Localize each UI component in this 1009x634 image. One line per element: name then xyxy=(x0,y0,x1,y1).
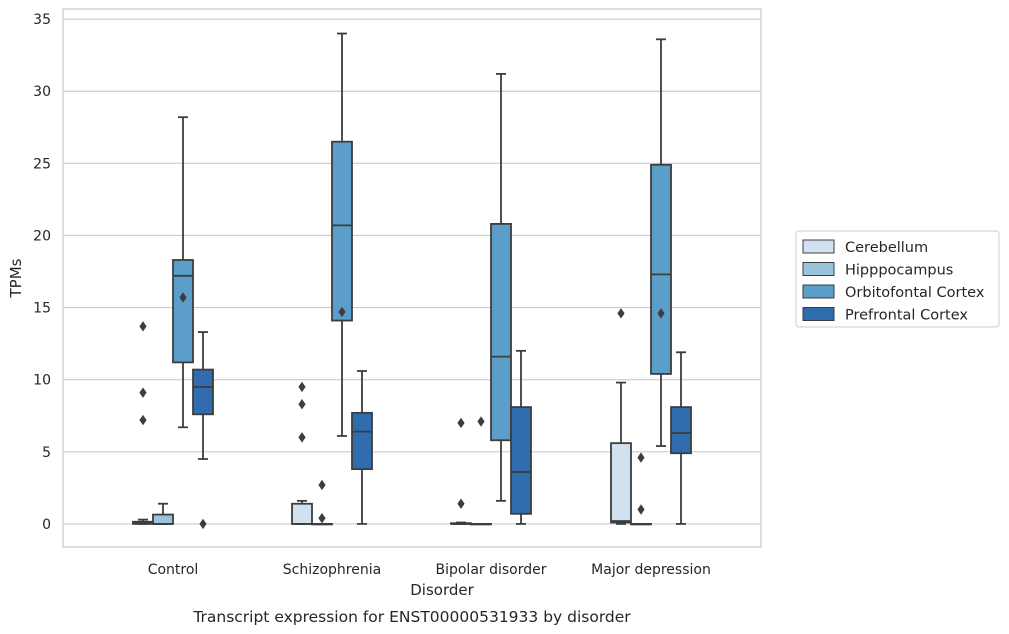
x-tick-label: Major depression xyxy=(591,562,711,578)
box-hipppocampus-bipolar-disorder xyxy=(470,416,492,526)
box-prefrontal-cortex-major-depression xyxy=(670,351,692,525)
plot-frame xyxy=(62,8,762,548)
box-hipppocampus-schizophrenia xyxy=(311,479,333,526)
box-orbitofontal-cortex-bipolar-disorder xyxy=(490,73,512,502)
box-prefrontal-cortex-control xyxy=(192,331,214,530)
y-tick-label: 10 xyxy=(33,373,51,389)
outlier-point xyxy=(139,387,147,398)
x-tick-label: Schizophrenia xyxy=(283,562,381,578)
outlier-point xyxy=(139,414,147,426)
y-axis-label: TPMs xyxy=(7,258,25,298)
y-tick-label: 5 xyxy=(42,445,51,461)
outlier-point xyxy=(457,417,465,429)
x-tick-label: Bipolar disorder xyxy=(435,562,546,578)
box-cerebellum-major-depression xyxy=(610,308,632,525)
outlier-point xyxy=(179,292,187,303)
outlier-point xyxy=(318,512,326,524)
iqr-box xyxy=(510,406,532,515)
outlier-point xyxy=(637,452,645,463)
legend-swatch xyxy=(802,307,835,321)
iqr-box xyxy=(490,223,512,442)
iqr-box xyxy=(192,368,214,416)
box-orbitofontal-cortex-control xyxy=(172,116,194,429)
legend-swatch xyxy=(802,284,835,299)
legend-swatch xyxy=(802,262,835,276)
y-tick-labels: 0 5 10 15 20 25 30 35 xyxy=(33,12,51,533)
box-prefrontal-cortex-bipolar-disorder xyxy=(510,349,532,525)
outlier-point xyxy=(657,308,665,319)
outlier-point xyxy=(617,308,625,319)
legend-swatch xyxy=(802,239,835,254)
legend-frame xyxy=(795,230,1000,328)
x-axis-label: Disorder xyxy=(410,581,474,599)
chart-caption: Transcript expression for ENST0000053193… xyxy=(192,608,631,626)
legend-label: Orbitofontal Cortex xyxy=(845,285,985,301)
x-tick-labels: Control Schizophrenia Bipolar disorder Majo… xyxy=(148,562,711,578)
box-cerebellum-control xyxy=(132,321,154,525)
iqr-box xyxy=(650,163,672,375)
box-plots xyxy=(132,32,692,530)
outlier-point xyxy=(298,432,306,443)
iqr-box xyxy=(152,513,174,525)
box-prefrontal-cortex-schizophrenia xyxy=(351,370,373,525)
iqr-box xyxy=(172,259,194,364)
legend-label: Hipppocampus xyxy=(845,263,953,279)
iqr-box xyxy=(351,411,373,471)
y-tick-label: 15 xyxy=(33,301,51,317)
box-cerebellum-bipolar-disorder xyxy=(450,417,472,525)
box-orbitofontal-cortex-schizophrenia xyxy=(331,32,353,437)
box-hipppocampus-control xyxy=(152,502,174,525)
outlier-point xyxy=(298,381,306,393)
x-tick-label: Control xyxy=(148,562,199,578)
legend: Cerebellum Hipppocampus Orbitofontal Corte… xyxy=(795,230,1000,328)
iqr-box xyxy=(331,140,353,322)
outlier-point xyxy=(139,321,147,332)
outlier-point xyxy=(338,306,346,318)
iqr-box xyxy=(610,442,632,524)
y-tick-label: 0 xyxy=(42,517,51,533)
legend-label: Prefrontal Cortex xyxy=(845,308,968,324)
box-hipppocampus-major-depression xyxy=(630,452,652,526)
iqr-box xyxy=(291,502,313,525)
y-tick-label: 35 xyxy=(33,12,51,28)
outlier-point xyxy=(199,518,207,530)
y-tick-label: 25 xyxy=(33,156,51,172)
outlier-point xyxy=(318,479,326,491)
box-cerebellum-schizophrenia xyxy=(291,381,313,525)
y-tick-label: 20 xyxy=(33,228,51,244)
outlier-point xyxy=(477,416,485,427)
legend-label: Cerebellum xyxy=(845,240,928,256)
y-tick-label: 30 xyxy=(33,84,51,100)
outlier-point xyxy=(457,498,465,509)
iqr-box xyxy=(670,406,692,455)
box-orbitofontal-cortex-major-depression xyxy=(650,38,672,447)
outlier-point xyxy=(298,399,306,410)
outlier-point xyxy=(637,504,645,515)
